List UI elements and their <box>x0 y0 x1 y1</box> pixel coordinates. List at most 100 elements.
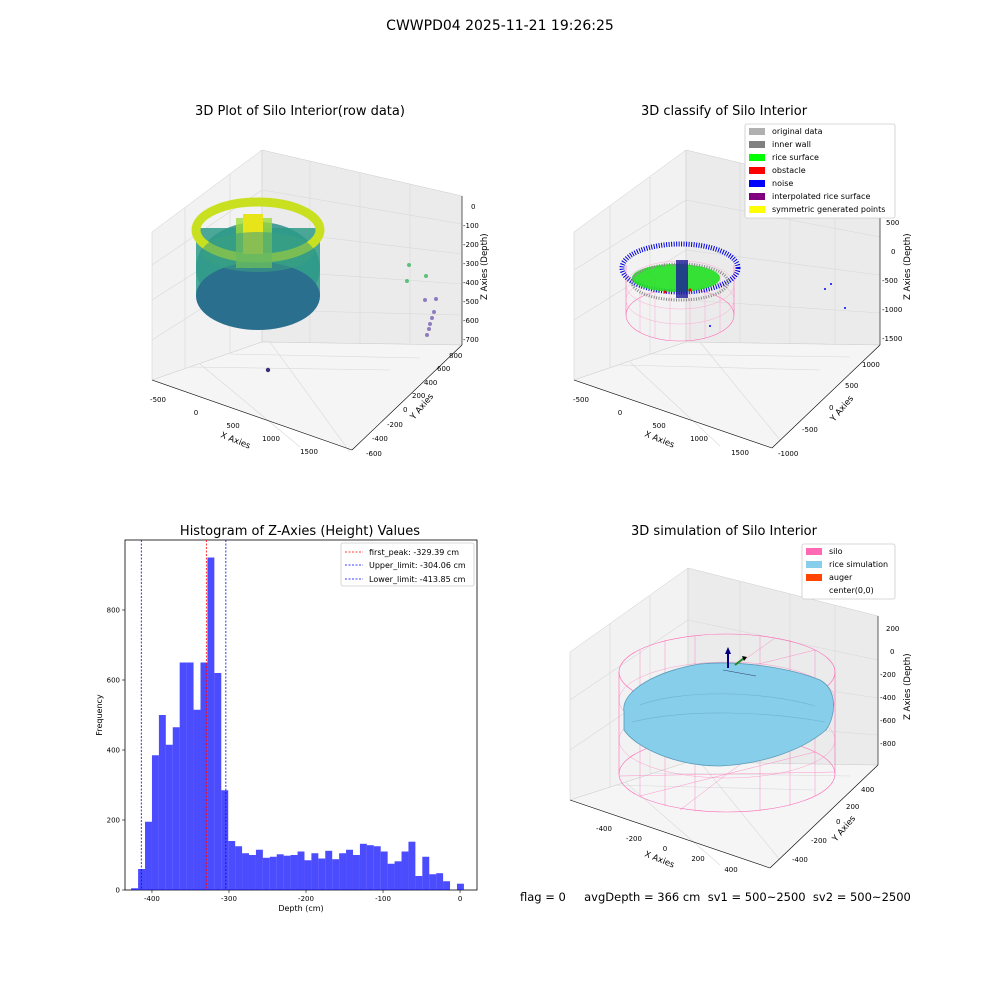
legend-lower-limit: Lower_limit: -413.85 cm <box>369 575 466 584</box>
histogram-ytick-label: 200 <box>107 817 120 825</box>
histogram-ytick-label: 600 <box>107 677 120 685</box>
histogram-ytick-label: 400 <box>107 747 120 755</box>
histogram-bar <box>131 888 139 890</box>
panel1-silo-point-cloud <box>191 197 325 330</box>
legend-swatch <box>749 206 765 213</box>
histogram-bar <box>456 883 464 890</box>
histogram-legend: first_peak: -329.39 cm Upper_limit: -304… <box>340 542 475 587</box>
p4-xtick: 200 <box>691 855 704 863</box>
p4-xlabel: X Axies <box>643 850 676 871</box>
legend-swatch <box>749 154 765 161</box>
legend-swatch <box>749 193 765 200</box>
p2-ytick: 500 <box>845 382 858 390</box>
histogram-bar <box>151 755 159 890</box>
histogram-bar <box>339 853 347 890</box>
histogram-bar <box>262 857 270 890</box>
histogram-bar <box>401 851 409 890</box>
p1-xtick: -500 <box>150 396 166 404</box>
histogram-bar <box>332 859 340 890</box>
p4-ytick: -200 <box>811 837 827 845</box>
histogram-bar <box>422 856 430 890</box>
p1-ztick: -300 <box>463 260 479 268</box>
p1-ytick: -600 <box>366 450 382 458</box>
histogram-bar <box>221 790 229 890</box>
p1-ztick: -400 <box>463 279 479 287</box>
p4-xtick: 400 <box>724 866 737 874</box>
legend-label: noise <box>772 179 793 188</box>
histogram-xtick-label: -300 <box>221 895 237 903</box>
legend-upper-limit: Upper_limit: -304.06 cm <box>369 561 466 570</box>
p4-ytick: 0 <box>836 818 840 826</box>
histogram-bar <box>415 876 423 890</box>
legend-swatch <box>749 141 765 148</box>
histogram-bar <box>346 849 353 890</box>
p1-ztick: -200 <box>463 241 479 249</box>
legend-label: rice simulation <box>829 560 888 569</box>
histogram-bar <box>352 855 360 890</box>
histogram-bar <box>214 673 222 890</box>
p4-ztick: -600 <box>880 717 896 725</box>
panel2-legend: original data inner wall rice surface ob… <box>744 123 896 219</box>
histogram-bar <box>269 856 277 890</box>
p2-xtick: 1500 <box>731 449 749 457</box>
p4-ztick: -200 <box>880 671 896 679</box>
histogram-bar <box>429 874 437 890</box>
p2-ytick: 0 <box>829 404 833 412</box>
p1-ztick: -700 <box>463 336 479 344</box>
p2-ztick: -1500 <box>882 335 902 343</box>
histogram-bar <box>228 841 236 890</box>
histogram-bar <box>359 843 367 890</box>
histogram-bar <box>193 709 201 890</box>
legend-label: symmetric generated points <box>772 205 885 214</box>
histogram-ylabel: Frequency <box>95 694 104 736</box>
legend-label: auger <box>829 573 853 582</box>
p4-ztick: 0 <box>890 648 894 656</box>
histogram-bar <box>255 849 263 890</box>
histogram-xtick-label: -400 <box>144 895 160 903</box>
legend-swatch <box>806 574 822 581</box>
panel1-title: 3D Plot of Silo Interior(row data) <box>195 104 405 119</box>
p2-ytick: -500 <box>802 426 818 434</box>
legend-label: original data <box>772 127 823 136</box>
histogram-bar <box>387 863 395 890</box>
p4-ytick: 400 <box>861 786 874 794</box>
legend-swatch <box>806 548 822 555</box>
histogram-ticks: -400 -300 -200 -100 0 0 200 400 600 800 <box>107 607 463 904</box>
p4-xtick: -400 <box>596 825 612 833</box>
panel2-title: 3D classify of Silo Interior <box>640 104 808 119</box>
p1-zlabel: Z Axies (Depth) <box>480 233 490 300</box>
p2-ytick: -1000 <box>778 450 798 458</box>
histogram-bar <box>165 744 173 890</box>
histogram-xtick-label: -100 <box>375 895 391 903</box>
legend-label: silo <box>829 547 843 556</box>
status-footer: flag = 0 avgDepth = 366 cm sv1 = 500~250… <box>520 890 911 904</box>
p1-ztick: 0 <box>471 203 475 211</box>
p1-ytick: 600 <box>437 365 450 373</box>
legend-label: rice surface <box>772 153 819 162</box>
legend-swatch <box>806 561 822 568</box>
histogram-bar <box>145 821 152 890</box>
histogram-reference-lines <box>140 540 227 890</box>
p2-xtick: 0 <box>618 409 622 417</box>
p1-ytick: 400 <box>424 379 437 387</box>
histogram-bar <box>311 853 319 890</box>
histogram-bar <box>373 846 381 890</box>
panel2-silo-classification <box>619 241 846 342</box>
p1-xtick: 1500 <box>300 448 318 456</box>
histogram-bar <box>179 662 187 890</box>
p2-ztick: -1000 <box>882 306 902 314</box>
histogram-bar <box>276 854 284 890</box>
panel4-rice-surface <box>623 662 834 767</box>
panel4-legend: silo rice simulation auger center(0,0) <box>801 543 896 600</box>
histogram-bar <box>235 846 243 890</box>
histogram-bar <box>297 851 305 890</box>
p4-ylabel: Y Axies <box>830 814 858 845</box>
p4-xtick: 0 <box>663 845 667 853</box>
histogram-bar <box>283 855 291 890</box>
histogram-bar <box>443 881 451 890</box>
histogram-bar <box>242 853 250 890</box>
